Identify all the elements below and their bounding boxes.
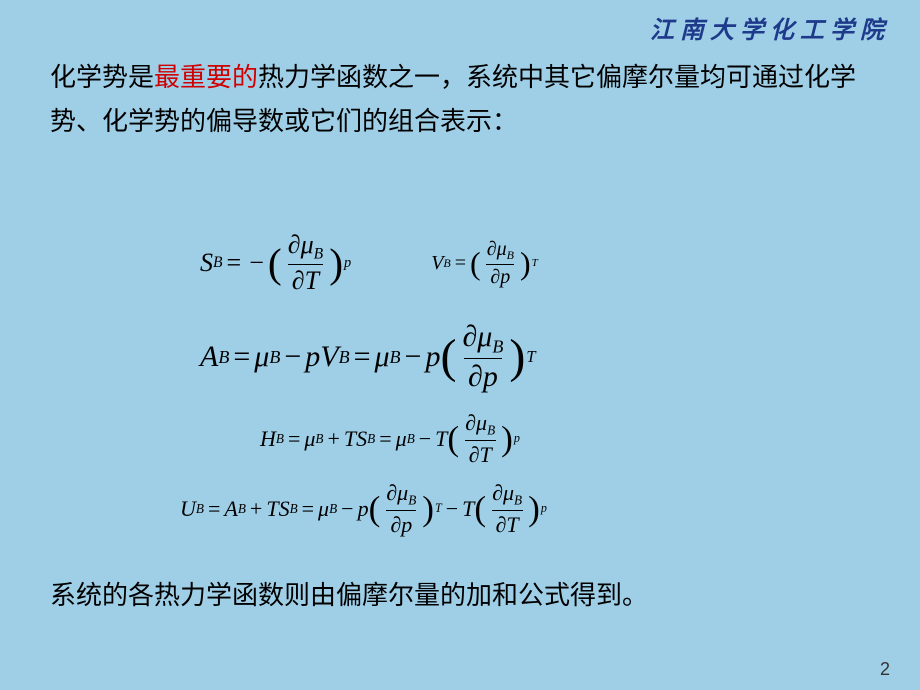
equation-row-1: SB = − ( ∂μB ∂T )p VB = ( ∂μB ∂p )T bbox=[200, 230, 820, 296]
equation-HB: HB = μB + TSB = μB − T ( ∂μB ∂T )p bbox=[260, 410, 520, 468]
footer-paragraph: 系统的各热力学函数则由偏摩尔量的加和公式得到。 bbox=[50, 575, 870, 612]
intro-highlight: 最重要的 bbox=[154, 62, 258, 92]
intro-text-before: 化学势是 bbox=[50, 62, 154, 92]
equation-VB: VB = ( ∂μB ∂p )T bbox=[431, 238, 538, 289]
institution-header: 江南大学化工学院 bbox=[650, 10, 890, 45]
equation-SB: SB = − ( ∂μB ∂T )p bbox=[200, 230, 351, 296]
page-number: 2 bbox=[880, 659, 890, 680]
equation-UB: UB = AB + TSB = μB − p ( ∂μB ∂p )T − T (… bbox=[180, 480, 547, 538]
intro-paragraph: 化学势是最重要的热力学函数之一，系统中其它偏摩尔量均可通过化学势、化学势的偏导数… bbox=[50, 55, 870, 143]
equation-AB: AB = μB − pVB = μB − p ( ∂μB ∂p )T bbox=[200, 320, 536, 394]
